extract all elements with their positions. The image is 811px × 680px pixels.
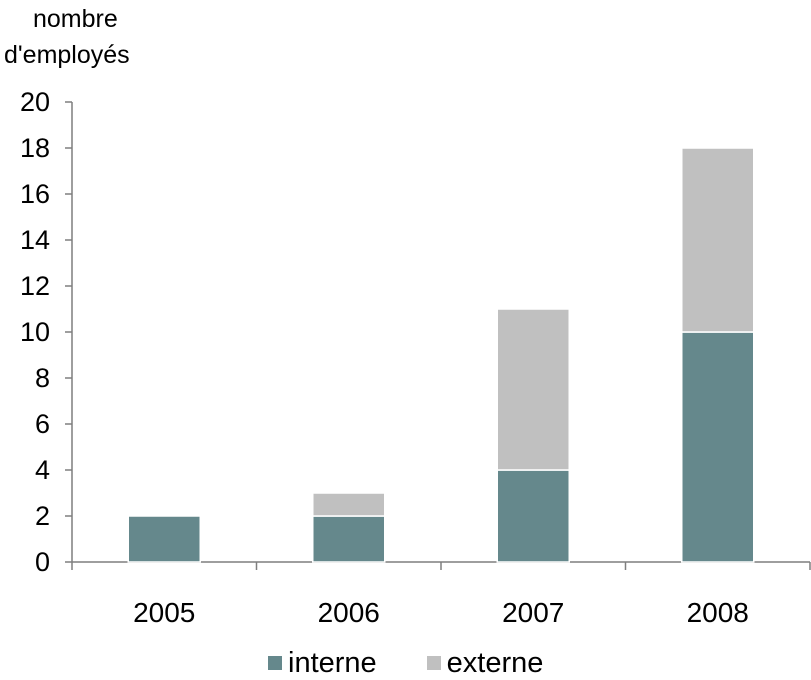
y-axis-tick-label: 10	[20, 317, 50, 347]
y-axis-tick-label: 16	[20, 179, 50, 209]
legend-label-externe: externe	[446, 646, 544, 679]
y-axis-tick-label: 0	[35, 547, 50, 577]
legend-item-externe: externe	[426, 646, 544, 680]
y-axis-tick-label: 20	[20, 87, 50, 117]
y-axis-tick-label: 8	[35, 363, 50, 393]
x-axis-tick-label: 2005	[133, 597, 195, 628]
y-axis-tick-label: 18	[20, 133, 50, 163]
y-axis-tick-label: 2	[35, 501, 50, 531]
bar-externe-2006	[312, 492, 386, 517]
y-axis-tick-label: 12	[20, 271, 50, 301]
y-axis-tick-label: 4	[35, 455, 50, 485]
y-axis-label-line-2: d'employés	[4, 41, 130, 69]
bar-interne-2007	[496, 469, 570, 563]
legend-swatch-interne	[268, 656, 282, 670]
bar-interne-2005	[127, 515, 201, 563]
bar-externe-2007	[496, 308, 570, 471]
legend-item-interne: interne	[268, 647, 377, 680]
x-axis-tick-label: 2007	[502, 597, 564, 628]
legend-swatch-externe	[426, 656, 441, 670]
bar-interne-2006	[312, 515, 386, 563]
bar-interne-2008	[681, 331, 755, 563]
y-axis-tick-label: 6	[35, 409, 50, 439]
x-axis-tick-label: 2006	[318, 597, 380, 628]
y-axis-tick-label: 14	[20, 225, 50, 255]
x-axis-tick-label: 2008	[687, 597, 749, 628]
bar-externe-2008	[681, 147, 755, 333]
legend: interne externe	[268, 646, 593, 680]
y-axis-label-line-1: nombre	[33, 5, 118, 33]
legend-label-interne: interne	[288, 646, 377, 679]
